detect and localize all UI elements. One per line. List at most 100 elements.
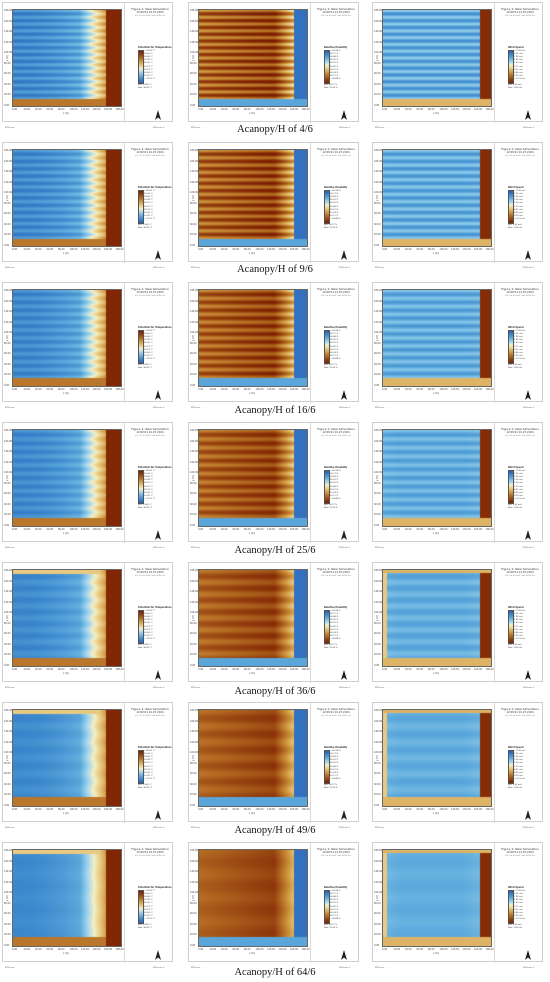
simulation-panel: 180.00 160.00 140.00 120.00 100.00 80.00 60.00… bbox=[2, 142, 173, 269]
y-tick-label: 120.00 bbox=[4, 180, 13, 184]
legend-panel: Figure 1: New Simulation 12:00:01 01.07.2… bbox=[310, 143, 360, 263]
legend-title: Relative Humidity bbox=[324, 466, 348, 469]
panel-header-datetime: 12:00:01 01.07.2024 bbox=[506, 431, 534, 434]
x-tick-label: 160.00 bbox=[104, 948, 113, 951]
legend-label: 55.57 % bbox=[330, 768, 339, 771]
footer-right: ENVI-met 5 bbox=[523, 547, 535, 549]
y-tick-label: 160.00 bbox=[190, 159, 199, 163]
x-tick-label: 140.00 bbox=[92, 668, 101, 671]
legend-label: < 0.13 m/s bbox=[514, 77, 526, 80]
x-tick-label: 0.00 bbox=[198, 668, 204, 671]
y-tick-label: 100.00 bbox=[4, 191, 13, 194]
x-tick-label: 160.00 bbox=[290, 668, 299, 671]
legend-label: 30.54 °C bbox=[144, 613, 153, 616]
legend-label: 55.11 % bbox=[330, 74, 339, 77]
x-tick-label: 80.00 bbox=[428, 108, 435, 111]
x-tick-label: 40.00 bbox=[221, 248, 228, 251]
y-tick-label: 60.00 bbox=[374, 772, 381, 775]
legend-label: > 30.62 °C bbox=[144, 470, 156, 472]
y-tick-label: 0.00 bbox=[4, 243, 10, 247]
y-tick-label: 0.00 bbox=[190, 103, 196, 107]
legend-label: 30.54 °C bbox=[144, 473, 153, 476]
x-tick-label: 100.00 bbox=[255, 808, 264, 811]
legend-label: 56.71 % bbox=[330, 53, 339, 56]
y-tick-label: 60.00 bbox=[374, 352, 381, 355]
legend-label: 56.71 % bbox=[330, 893, 339, 896]
x-tick-label: 40.00 bbox=[35, 388, 42, 391]
legend-label: 0.65 m/s bbox=[514, 631, 523, 634]
x-tick-label: 160.00 bbox=[290, 108, 299, 111]
x-tick-label: 120.00 bbox=[267, 388, 276, 391]
y-tick-label: 180.00 bbox=[4, 849, 13, 852]
legend-label: > 30.62 °C bbox=[144, 50, 156, 52]
north-arrow-icon bbox=[341, 107, 347, 120]
heatmap-plot bbox=[382, 149, 492, 247]
legend-label: 0.91 m/s bbox=[514, 488, 523, 491]
y-axis-label: y (m) bbox=[192, 335, 195, 341]
x-tick-label: 60.00 bbox=[416, 528, 424, 531]
footer-right: ENVI-met 5 bbox=[153, 127, 165, 129]
legend-max: Max: 30.69 °C bbox=[138, 367, 153, 369]
y-tick-label: 180.00 bbox=[190, 709, 199, 712]
y-tick-label: 0.00 bbox=[4, 943, 10, 947]
x-tick-label: 80.00 bbox=[58, 668, 65, 671]
legend-label: > 2.47 m/s bbox=[514, 470, 526, 472]
x-tick-label: 120.00 bbox=[451, 668, 460, 671]
x-tick-label: 140.00 bbox=[278, 668, 287, 671]
y-tick-label: 120.00 bbox=[4, 40, 13, 44]
row-caption: Acanopy/H of 36/6 bbox=[234, 686, 316, 697]
legend-label: 30.30 °C bbox=[144, 482, 153, 485]
x-tick-label: 80.00 bbox=[58, 528, 65, 531]
y-tick-label: 20.00 bbox=[4, 373, 11, 376]
y-tick-label: 60.00 bbox=[4, 772, 11, 775]
x-tick-label: 180.00 bbox=[301, 108, 310, 111]
x-tick-label: 140.00 bbox=[92, 948, 101, 951]
legend-label: 55.34 % bbox=[330, 351, 339, 354]
x-tick-label: 20.00 bbox=[23, 108, 31, 111]
legend-label: > 2.47 m/s bbox=[514, 50, 526, 52]
x-tick-label: 160.00 bbox=[290, 528, 299, 531]
x-tick-label: 160.00 bbox=[474, 388, 483, 391]
legend-max: Max: 57.05 % bbox=[324, 507, 338, 509]
legend-label: 0.39 m/s bbox=[514, 354, 523, 357]
x-tick-label: 160.00 bbox=[290, 808, 299, 811]
legend-label: 30.14 °C bbox=[144, 68, 153, 71]
x-tick-label: 100.00 bbox=[69, 248, 78, 251]
panel-header-title: Figure 1: New Simulation bbox=[317, 707, 355, 711]
north-arrow-icon bbox=[341, 387, 347, 400]
y-tick-label: 0.00 bbox=[374, 663, 380, 667]
x-tick-label: 120.00 bbox=[267, 808, 276, 811]
x-tick-label: 60.00 bbox=[46, 388, 54, 391]
legend-label: 55.80 % bbox=[330, 905, 339, 908]
legend-label: 30.14 °C bbox=[144, 208, 153, 211]
legend-labels: > 30.62 °C 30.54 °C 30.46 °C 30.38 °C 30.30 … bbox=[144, 190, 172, 222]
y-tick-label: 140.00 bbox=[374, 590, 383, 593]
panel-header-datetime: 12:00:01 01.07.2024 bbox=[506, 291, 534, 294]
legend-label: < 0.13 m/s bbox=[514, 637, 526, 640]
legend-title: Wind Speed bbox=[508, 326, 524, 329]
legend-label: 2.21 m/s bbox=[514, 893, 523, 896]
y-tick-label: 120.00 bbox=[190, 460, 199, 464]
x-tick-label: 40.00 bbox=[405, 108, 412, 111]
x-tick-label: 0.00 bbox=[12, 528, 18, 531]
legend-label: 1.69 m/s bbox=[514, 619, 523, 622]
x-tick-label: 140.00 bbox=[462, 948, 471, 951]
panel-header-datetime: 12:00:01 01.07.2024 bbox=[322, 431, 350, 434]
legend-label: > 56.94 % bbox=[330, 50, 341, 52]
legend-labels: > 2.47 m/s 2.21 m/s 1.95 m/s 1.69 m/s 1.43 m… bbox=[514, 470, 542, 502]
legend-label: 0.91 m/s bbox=[514, 908, 523, 911]
x-tick-label: 60.00 bbox=[416, 948, 424, 951]
y-tick-label: 40.00 bbox=[374, 782, 381, 786]
panel-header-subtitle: x/y Cut at k=3 (z=1.6000 m) bbox=[134, 155, 166, 157]
x-tick-label: 180.00 bbox=[115, 668, 124, 671]
legend-label: 1.69 m/s bbox=[514, 759, 523, 762]
north-arrow-icon bbox=[341, 667, 347, 680]
legend-color-bar bbox=[324, 610, 330, 644]
y-tick-label: 180.00 bbox=[190, 9, 199, 12]
legend-label: 56.02 % bbox=[330, 342, 339, 345]
legend-label: 30.06 °C bbox=[144, 911, 153, 914]
simulation-panel: 180.00 160.00 140.00 120.00 100.00 80.00 60.00… bbox=[372, 702, 543, 829]
panel-header-subtitle: x/y Cut at k=3 (z=1.6000 m) bbox=[320, 295, 352, 297]
panel-header-subtitle: x/y Cut at k=3 (z=1.6000 m) bbox=[320, 575, 352, 577]
panel-header-subtitle: x/y Cut at k=3 (z=1.6000 m) bbox=[134, 435, 166, 437]
